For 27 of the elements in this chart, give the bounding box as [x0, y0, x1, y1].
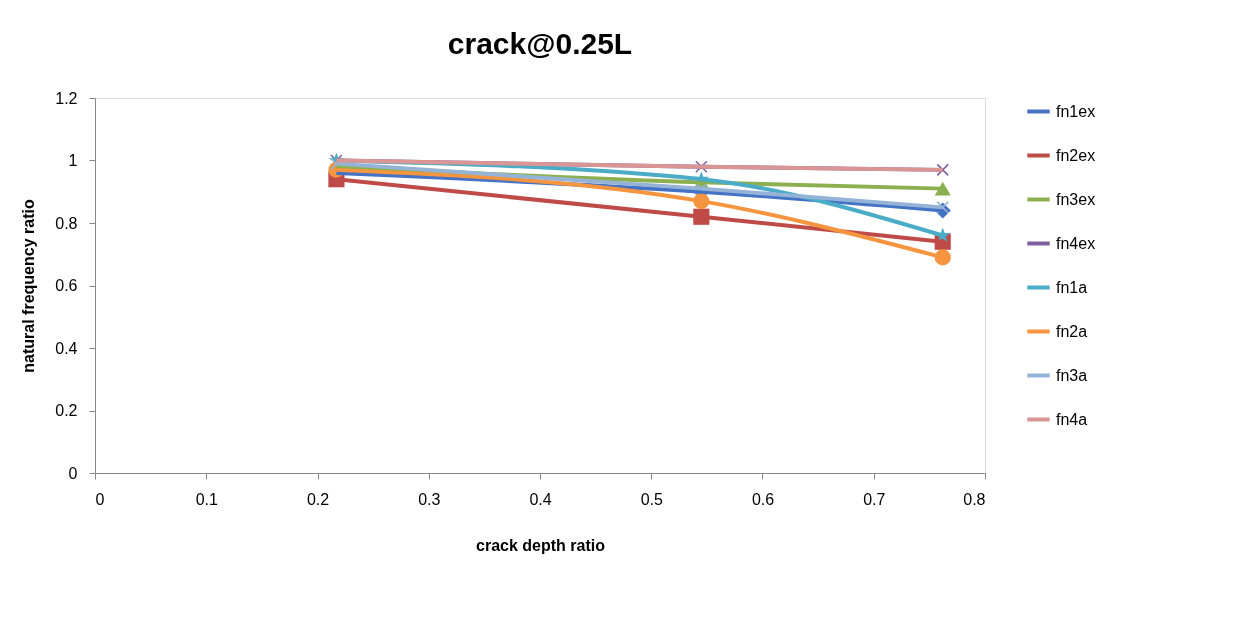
legend-label: fn4ex	[1056, 234, 1096, 252]
x-tick-label: 0.7	[863, 490, 886, 508]
legend-label: fn3a	[1056, 366, 1088, 384]
legend-label: fn1a	[1056, 278, 1088, 296]
y-tick-label: 0.4	[55, 339, 78, 357]
x-tick-label: 0.5	[640, 490, 663, 508]
y-tick-label: 1	[68, 152, 78, 169]
legend-label: fn4a	[1056, 410, 1088, 428]
y-tick-label: 0	[68, 464, 78, 482]
y-axis-title: natural frequency ratio	[20, 199, 38, 373]
y-tick-label: 0.6	[55, 277, 78, 294]
legend-label: fn2a	[1056, 322, 1088, 340]
legend-label: fn3ex	[1056, 190, 1096, 208]
x-tick-label: 0.2	[306, 490, 330, 508]
x-tick-label: 0.8	[963, 490, 986, 508]
y-tick-label: 0.2	[55, 402, 78, 419]
x-tick-label: 0.1	[195, 490, 218, 508]
x-tick-label: 0	[95, 490, 105, 508]
x-axis-title: crack depth ratio	[476, 536, 606, 554]
x-tick-label: 0.4	[529, 490, 552, 508]
x-tick-label: 0.3	[418, 490, 441, 508]
x-tick-label: 0.6	[751, 490, 775, 508]
legend-label: fn1ex	[1056, 102, 1096, 120]
y-tick-label: 1.2	[55, 89, 78, 107]
chart-title: crack@0.25L	[447, 27, 633, 60]
y-tick-label: 0.8	[55, 214, 78, 232]
legend-label: fn2ex	[1056, 146, 1096, 164]
